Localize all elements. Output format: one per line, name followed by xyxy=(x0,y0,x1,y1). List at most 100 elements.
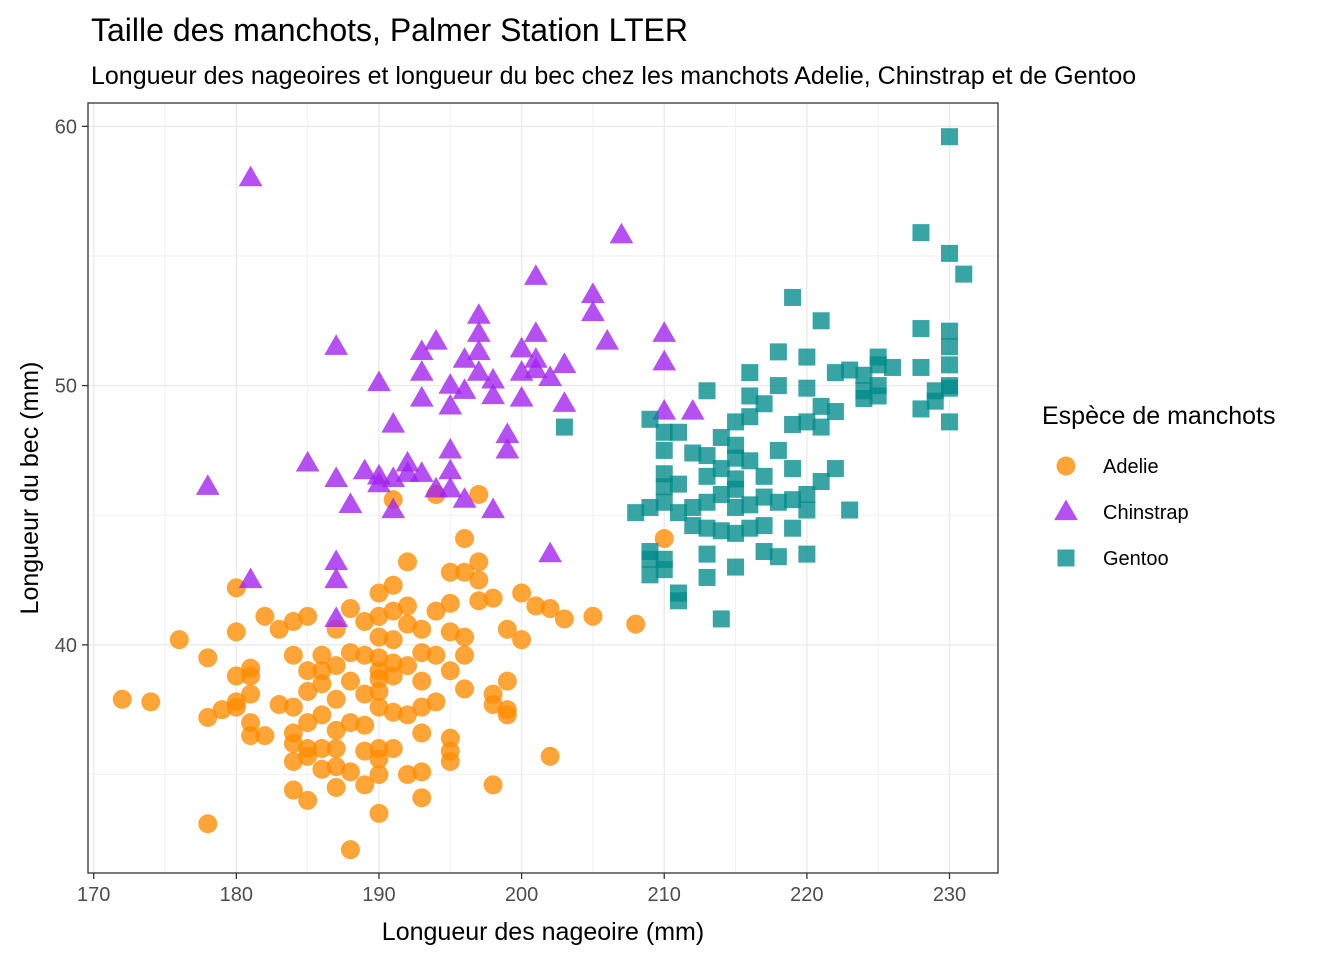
data-point-gentoo xyxy=(912,358,930,376)
data-point-adelie xyxy=(497,619,517,639)
data-point-gentoo xyxy=(670,504,688,522)
data-point-adelie xyxy=(283,612,303,632)
data-point-chinstrap xyxy=(338,492,363,513)
data-point-chinstrap xyxy=(495,422,520,443)
data-point-chinstrap xyxy=(509,336,534,358)
data-point-chinstrap xyxy=(466,321,491,342)
data-point-gentoo xyxy=(698,568,716,586)
data-point-adelie xyxy=(340,599,360,619)
data-point-adelie xyxy=(440,593,460,613)
data-point-chinstrap xyxy=(381,497,406,519)
data-point-gentoo xyxy=(727,436,745,454)
data-point-gentoo xyxy=(926,392,944,410)
data-point-adelie xyxy=(383,601,403,621)
data-point-gentoo xyxy=(627,504,645,522)
data-point-gentoo xyxy=(655,493,673,511)
data-point-chinstrap xyxy=(523,321,548,342)
data-point-gentoo xyxy=(741,452,759,470)
chart-subtitle: Longueur des nageoires et longueur du be… xyxy=(91,62,1136,90)
data-point-adelie xyxy=(369,606,389,626)
data-point-gentoo xyxy=(855,366,873,384)
data-point-adelie xyxy=(312,705,332,725)
data-point-gentoo xyxy=(698,519,716,537)
y-tick-label: 40 xyxy=(55,635,77,657)
data-point-gentoo xyxy=(741,364,759,382)
data-point-adelie xyxy=(326,739,346,759)
data-point-adelie xyxy=(512,630,532,650)
data-point-gentoo xyxy=(912,400,930,418)
data-point-gentoo xyxy=(698,382,716,400)
y-tick-label: 50 xyxy=(55,376,77,398)
data-point-adelie xyxy=(241,684,261,704)
legend-item-gentoo: Gentoo xyxy=(1057,548,1169,570)
data-point-gentoo xyxy=(769,441,787,459)
chart-title: Taille des manchots, Palmer Station LTER xyxy=(91,12,688,48)
data-point-gentoo xyxy=(712,485,730,503)
data-point-adelie xyxy=(412,788,432,808)
data-point-chinstrap xyxy=(395,450,420,472)
data-point-chinstrap xyxy=(195,474,220,495)
data-point-adelie xyxy=(512,583,532,603)
data-point-adelie xyxy=(483,775,503,795)
data-point-chinstrap xyxy=(538,365,563,386)
data-point-adelie xyxy=(255,726,275,746)
data-point-gentoo xyxy=(741,408,759,426)
x-tick-label: 230 xyxy=(933,884,966,906)
data-point-adelie xyxy=(412,619,432,639)
data-point-gentoo xyxy=(826,364,844,382)
data-point-gentoo xyxy=(698,467,716,485)
data-point-chinstrap xyxy=(452,347,477,368)
data-point-chinstrap xyxy=(324,549,349,571)
data-point-adelie xyxy=(355,645,375,665)
data-point-gentoo xyxy=(841,361,859,379)
data-point-adelie xyxy=(455,645,475,665)
data-point-chinstrap xyxy=(581,300,605,322)
data-point-adelie xyxy=(369,749,389,769)
data-point-chinstrap xyxy=(367,471,391,493)
legend-key-chinstrap xyxy=(1054,499,1078,521)
data-point-adelie xyxy=(369,764,389,784)
data-point-gentoo xyxy=(641,550,659,568)
x-tick-label: 170 xyxy=(77,884,110,906)
data-point-adelie xyxy=(355,715,375,735)
data-point-adelie xyxy=(440,741,460,761)
legend-label: Gentoo xyxy=(1103,548,1169,570)
data-point-adelie xyxy=(654,529,674,549)
legend-label: Chinstrap xyxy=(1103,502,1189,524)
data-point-adelie xyxy=(440,622,460,642)
data-point-gentoo xyxy=(912,224,930,242)
data-point-adelie xyxy=(226,578,246,598)
data-point-chinstrap xyxy=(652,349,677,371)
data-point-adelie xyxy=(298,790,318,810)
data-point-adelie xyxy=(283,752,303,772)
data-point-gentoo xyxy=(784,415,802,433)
data-point-chinstrap xyxy=(438,458,463,480)
data-point-chinstrap xyxy=(352,458,377,480)
data-point-adelie xyxy=(469,484,489,504)
data-point-adelie xyxy=(469,591,489,611)
data-point-gentoo xyxy=(727,524,745,542)
data-point-adelie xyxy=(440,661,460,681)
data-point-adelie xyxy=(469,552,489,572)
data-point-adelie xyxy=(383,666,403,686)
data-point-gentoo xyxy=(812,312,830,330)
data-point-gentoo xyxy=(755,543,773,561)
data-point-adelie xyxy=(198,707,218,727)
data-point-adelie xyxy=(298,606,318,626)
data-point-adelie xyxy=(312,739,332,759)
data-point-gentoo xyxy=(655,561,673,579)
data-point-gentoo xyxy=(741,387,759,405)
data-point-adelie xyxy=(583,606,603,626)
data-point-gentoo xyxy=(798,413,816,431)
data-point-adelie xyxy=(283,733,303,753)
data-point-chinstrap xyxy=(495,437,520,459)
data-point-gentoo xyxy=(769,548,787,566)
data-point-adelie xyxy=(426,645,446,665)
data-point-gentoo xyxy=(883,358,901,376)
data-point-adelie xyxy=(326,777,346,797)
data-point-adelie xyxy=(226,697,246,717)
legend-items: Adelie Chinstrap Gentoo xyxy=(1054,456,1189,570)
data-point-adelie xyxy=(397,705,417,725)
data-point-adelie xyxy=(298,682,318,702)
data-point-gentoo xyxy=(712,460,730,478)
